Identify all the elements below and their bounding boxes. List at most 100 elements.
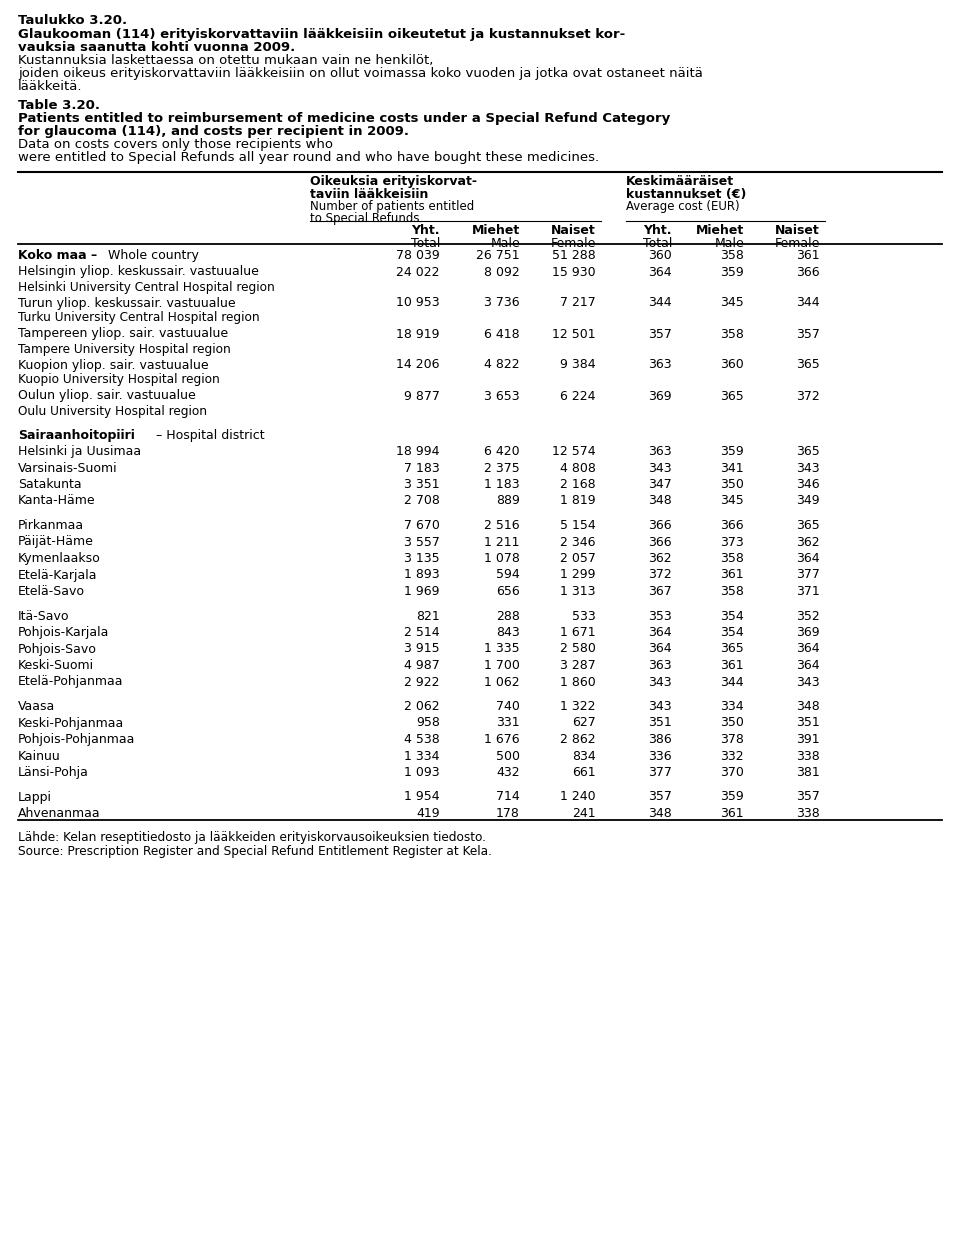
Text: 1 313: 1 313 <box>561 585 596 599</box>
Text: 348: 348 <box>648 495 672 508</box>
Text: 361: 361 <box>797 249 820 262</box>
Text: 350: 350 <box>720 478 744 491</box>
Text: 6 418: 6 418 <box>485 328 520 340</box>
Text: 363: 363 <box>648 445 672 458</box>
Text: 2 168: 2 168 <box>561 478 596 491</box>
Text: 2 922: 2 922 <box>404 676 440 688</box>
Text: 345: 345 <box>720 495 744 508</box>
Text: Etelä-Karjala: Etelä-Karjala <box>18 569 98 581</box>
Text: 364: 364 <box>797 642 820 656</box>
Text: 4 808: 4 808 <box>560 461 596 475</box>
Text: 377: 377 <box>648 766 672 779</box>
Text: 6 420: 6 420 <box>485 445 520 458</box>
Text: 358: 358 <box>720 552 744 565</box>
Text: Kainuu: Kainuu <box>18 749 60 762</box>
Text: 1 671: 1 671 <box>561 626 596 638</box>
Text: 2 580: 2 580 <box>560 642 596 656</box>
Text: 2 862: 2 862 <box>561 733 596 746</box>
Text: were entitled to Special Refunds all year round and who have bought these medici: were entitled to Special Refunds all yea… <box>18 151 599 165</box>
Text: 178: 178 <box>496 807 520 821</box>
Text: 7 217: 7 217 <box>561 297 596 309</box>
Text: Keskimääräiset: Keskimääräiset <box>626 175 734 188</box>
Text: 714: 714 <box>496 791 520 803</box>
Text: Lappi: Lappi <box>18 791 52 803</box>
Text: 3 135: 3 135 <box>404 552 440 565</box>
Text: 1 093: 1 093 <box>404 766 440 779</box>
Text: 336: 336 <box>648 749 672 762</box>
Text: 533: 533 <box>572 610 596 622</box>
Text: Oikeuksia erityiskorvat-: Oikeuksia erityiskorvat- <box>310 175 477 188</box>
Text: 2 375: 2 375 <box>484 461 520 475</box>
Text: 7 670: 7 670 <box>404 519 440 532</box>
Text: 343: 343 <box>648 700 672 713</box>
Text: Lähde: Kelan reseptitiedosto ja lääkkeiden erityiskorvausoikeuksien tiedosto.: Lähde: Kelan reseptitiedosto ja lääkkeid… <box>18 832 486 844</box>
Text: Ahvenanmaa: Ahvenanmaa <box>18 807 101 821</box>
Text: 369: 369 <box>797 626 820 638</box>
Text: 343: 343 <box>648 461 672 475</box>
Text: 370: 370 <box>720 766 744 779</box>
Text: Female: Female <box>775 237 820 249</box>
Text: 338: 338 <box>796 807 820 821</box>
Text: kustannukset (€): kustannukset (€) <box>626 188 746 201</box>
Text: 359: 359 <box>720 791 744 803</box>
Text: Keski-Pohjanmaa: Keski-Pohjanmaa <box>18 717 124 729</box>
Text: 889: 889 <box>496 495 520 508</box>
Text: Kuopion yliop. sair. vastuualue: Kuopion yliop. sair. vastuualue <box>18 358 208 372</box>
Text: Pirkanmaa: Pirkanmaa <box>18 519 84 532</box>
Text: Yht.: Yht. <box>412 224 440 237</box>
Text: 371: 371 <box>796 585 820 599</box>
Text: Vaasa: Vaasa <box>18 700 56 713</box>
Text: lääkkeitä.: lääkkeitä. <box>18 80 83 94</box>
Text: 352: 352 <box>796 610 820 622</box>
Text: 288: 288 <box>496 610 520 622</box>
Text: 343: 343 <box>648 676 672 688</box>
Text: 843: 843 <box>496 626 520 638</box>
Text: 365: 365 <box>720 642 744 656</box>
Text: 1 893: 1 893 <box>404 569 440 581</box>
Text: 344: 344 <box>720 676 744 688</box>
Text: 345: 345 <box>720 297 744 309</box>
Text: 361: 361 <box>720 658 744 672</box>
Text: Päijät-Häme: Päijät-Häme <box>18 535 94 549</box>
Text: Table 3.20.: Table 3.20. <box>18 99 100 112</box>
Text: 12 574: 12 574 <box>552 445 596 458</box>
Text: 367: 367 <box>648 585 672 599</box>
Text: 1 335: 1 335 <box>485 642 520 656</box>
Text: 354: 354 <box>720 626 744 638</box>
Text: 14 206: 14 206 <box>396 358 440 372</box>
Text: 1 969: 1 969 <box>404 585 440 599</box>
Text: 656: 656 <box>496 585 520 599</box>
Text: Male: Male <box>491 237 520 249</box>
Text: 26 751: 26 751 <box>476 249 520 262</box>
Text: 3 915: 3 915 <box>404 642 440 656</box>
Text: Pohjois-Savo: Pohjois-Savo <box>18 642 97 656</box>
Text: 4 822: 4 822 <box>485 358 520 372</box>
Text: 627: 627 <box>572 717 596 729</box>
Text: 351: 351 <box>648 717 672 729</box>
Text: 1 078: 1 078 <box>484 552 520 565</box>
Text: 2 516: 2 516 <box>485 519 520 532</box>
Text: 18 994: 18 994 <box>396 445 440 458</box>
Text: 343: 343 <box>797 461 820 475</box>
Text: 9 877: 9 877 <box>404 389 440 403</box>
Text: Source: Prescription Register and Special Refund Entitlement Register at Kela.: Source: Prescription Register and Specia… <box>18 845 492 858</box>
Text: 338: 338 <box>796 749 820 762</box>
Text: 3 653: 3 653 <box>485 389 520 403</box>
Text: Länsi-Pohja: Länsi-Pohja <box>18 766 89 779</box>
Text: Kanta-Häme: Kanta-Häme <box>18 495 96 508</box>
Text: – Hospital district: – Hospital district <box>156 429 265 441</box>
Text: Glaukooman (114) erityiskorvattaviin lääkkeisiin oikeutetut ja kustannukset kor-: Glaukooman (114) erityiskorvattaviin lää… <box>18 27 625 41</box>
Text: vauksia saanutta kohti vuonna 2009.: vauksia saanutta kohti vuonna 2009. <box>18 41 296 54</box>
Text: 2 346: 2 346 <box>561 535 596 549</box>
Text: 377: 377 <box>796 569 820 581</box>
Text: 369: 369 <box>648 389 672 403</box>
Text: 331: 331 <box>496 717 520 729</box>
Text: 332: 332 <box>720 749 744 762</box>
Text: Miehet: Miehet <box>696 224 744 237</box>
Text: Varsinais-Suomi: Varsinais-Suomi <box>18 461 118 475</box>
Text: Koko maa –: Koko maa – <box>18 249 97 262</box>
Text: taviin lääkkeisiin: taviin lääkkeisiin <box>310 188 428 201</box>
Text: 1 676: 1 676 <box>485 733 520 746</box>
Text: 1 322: 1 322 <box>561 700 596 713</box>
Text: Pohjois-Karjala: Pohjois-Karjala <box>18 626 109 638</box>
